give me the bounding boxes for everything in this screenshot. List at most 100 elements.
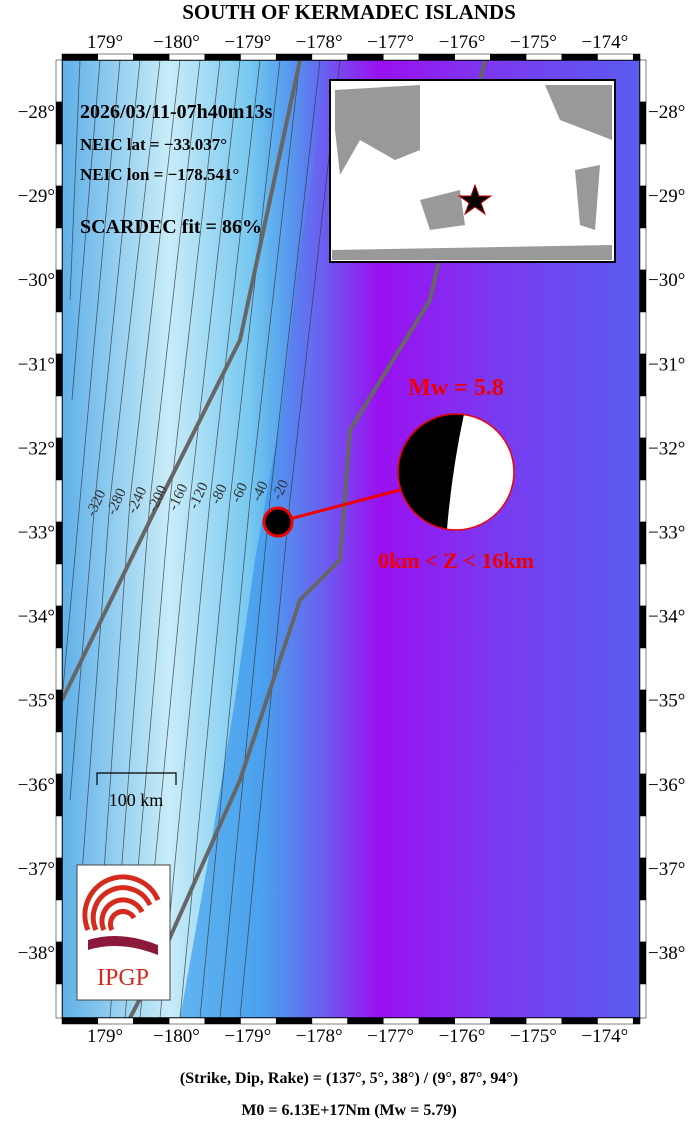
lat-label-right: −37°	[648, 859, 685, 880]
border-segment	[639, 731, 647, 775]
border-segment	[55, 563, 63, 607]
border-segment	[240, 53, 277, 61]
border-segment	[418, 1017, 455, 1025]
contour-label: -20	[269, 477, 292, 502]
border-segment	[55, 353, 63, 397]
border-segment	[133, 53, 170, 61]
border-segment	[55, 101, 63, 145]
lat-label-right: −28°	[648, 102, 685, 123]
lon-label-top: −175°	[510, 32, 557, 53]
lon-label-top: 179°	[87, 32, 123, 53]
border-segment	[639, 269, 647, 313]
scale-label: 100 km	[109, 790, 164, 810]
lat-label-left: −28°	[18, 102, 55, 123]
border-segment	[639, 647, 647, 691]
border-segment	[639, 353, 647, 397]
lon-label-top: −177°	[367, 32, 414, 53]
lon-label-top: −178°	[296, 32, 343, 53]
border-segment	[55, 143, 63, 187]
epicenter	[262, 506, 294, 538]
border-segment	[55, 521, 63, 565]
contour-label: -40	[249, 479, 272, 504]
connector	[277, 488, 401, 524]
lat-label-left: −31°	[18, 354, 55, 375]
logo-text: IPGP	[97, 965, 149, 991]
border-segment	[525, 1017, 563, 1025]
contour-label: -80	[208, 482, 231, 507]
lon-label-bottom: −174°	[581, 1026, 628, 1047]
scardec-fit: SCARDEC fit = 86%	[80, 216, 262, 238]
border-segment	[639, 185, 647, 229]
contours	[62, 60, 341, 1018]
lat-label-right: −38°	[648, 943, 685, 964]
event-date: 2026/03/11-07h40m13s	[80, 101, 272, 123]
border-segment	[632, 53, 641, 61]
border-segment	[597, 53, 634, 61]
lon-label-bottom: −175°	[510, 1026, 557, 1047]
lat-label-right: −32°	[648, 438, 685, 459]
event-lon: NEIC lon = −178.541°	[80, 165, 239, 184]
border-segment	[168, 1017, 206, 1025]
border-segment	[204, 53, 241, 61]
lon-label-top: −174°	[581, 32, 628, 53]
lon-label-top: −180°	[153, 32, 200, 53]
inset-map	[329, 79, 616, 263]
contour-label: -60	[228, 480, 251, 505]
border-segment	[97, 1017, 134, 1025]
border-segment	[632, 1017, 641, 1025]
border-segment	[55, 647, 63, 691]
border-segment	[639, 563, 647, 607]
border-segment	[639, 395, 647, 439]
border-segment	[275, 53, 313, 61]
depth-range: 0km < Z < 16km	[378, 548, 534, 573]
scale-bar	[96, 772, 177, 785]
border-segment	[418, 53, 455, 61]
lon-label-bottom: −177°	[367, 1026, 414, 1047]
border-segment	[240, 1017, 277, 1025]
lon-label-bottom: −179°	[224, 1026, 271, 1047]
border-segment	[55, 311, 63, 355]
border-segment	[383, 53, 420, 61]
lon-label-bottom: 179°	[87, 1026, 123, 1047]
border-segment	[55, 941, 63, 985]
border-segment	[55, 815, 63, 859]
border-segment	[639, 605, 647, 649]
border-segment	[639, 101, 647, 145]
border-segment	[639, 59, 647, 103]
lat-label-right: −35°	[648, 691, 685, 712]
border-segment	[639, 311, 647, 355]
border-segment	[561, 1017, 598, 1025]
border-segment	[639, 815, 647, 859]
lat-label-left: −36°	[18, 775, 55, 796]
border-segment	[204, 1017, 241, 1025]
border-segment	[639, 437, 647, 481]
magnitude: Mw = 5.8	[408, 375, 504, 401]
frame-border	[55, 53, 647, 1025]
border-segment	[383, 1017, 420, 1025]
border-segment	[597, 1017, 634, 1025]
event-info: 2026/03/11-07h40m13s NEIC lat = −33.037°…	[80, 101, 272, 238]
lon-label-bottom: −178°	[296, 1026, 343, 1047]
border-segment	[55, 773, 63, 817]
ridge	[62, 60, 330, 1018]
border-segment	[275, 1017, 313, 1025]
border-segment	[55, 59, 63, 103]
lat-label-right: −30°	[648, 270, 685, 291]
border-segment	[454, 53, 491, 61]
border-segment	[639, 479, 647, 523]
trench	[128, 60, 487, 1018]
border-segment	[454, 1017, 491, 1025]
border-segment	[490, 53, 527, 61]
plate-boundary	[62, 60, 302, 701]
border-segment	[311, 53, 348, 61]
lat-label-left: −38°	[18, 943, 55, 964]
border-segment	[55, 227, 63, 271]
border-segment	[639, 857, 647, 901]
border-segment	[639, 521, 647, 565]
border-segment	[311, 1017, 348, 1025]
border-segment	[639, 773, 647, 817]
border-segment	[55, 983, 63, 1019]
border-segment	[61, 53, 98, 61]
border-segment	[55, 731, 63, 775]
